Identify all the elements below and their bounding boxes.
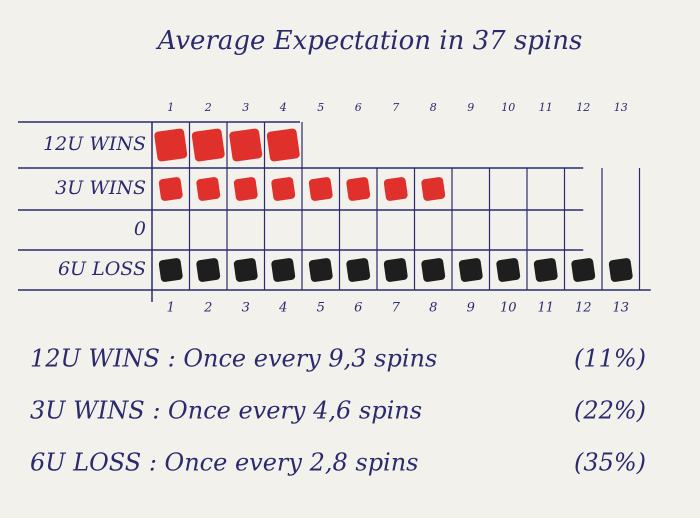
tally-mark [233, 258, 258, 282]
tally-mark [158, 258, 183, 282]
tally-mark [308, 177, 333, 201]
column-number: 4 [279, 101, 287, 114]
tally-mark [308, 258, 333, 282]
tally-mark [383, 258, 408, 282]
column-number: 8 [430, 101, 437, 114]
tally-mark [421, 177, 446, 201]
column-number: 9 [467, 101, 474, 114]
tally-mark [383, 177, 408, 201]
row-label: 0 [134, 218, 146, 240]
tally-mark [266, 128, 300, 162]
tally-mark [533, 258, 558, 282]
column-number: 6 [354, 301, 362, 316]
column-number: 3 [242, 101, 249, 114]
column-number: 6 [355, 101, 362, 114]
tally-mark [421, 258, 446, 282]
note-percent: (11%) [574, 345, 646, 373]
tally-mark [608, 258, 633, 282]
tally-mark [458, 258, 483, 282]
tally-mark [496, 258, 521, 282]
tally-mark [271, 258, 296, 282]
column-number: 5 [317, 101, 324, 114]
tally-mark [196, 258, 221, 282]
column-number: 7 [392, 301, 401, 316]
row-label: 3U WINS [55, 177, 146, 199]
column-number: 12 [575, 301, 592, 316]
column-number: 5 [317, 301, 325, 316]
column-number: 11 [537, 301, 554, 316]
row-label: 12U WINS [43, 133, 146, 155]
column-number: 7 [392, 101, 399, 114]
tally-mark [571, 258, 596, 282]
column-number: 13 [614, 101, 628, 114]
note-text: 12U WINS : Once every 9,3 spins [30, 345, 437, 373]
column-number: 10 [500, 301, 517, 316]
column-number: 12 [576, 101, 590, 114]
note-text: 6U LOSS : Once every 2,8 spins [30, 449, 419, 477]
column-number: 4 [278, 301, 287, 316]
tally-mark [271, 177, 296, 201]
column-number: 2 [203, 301, 212, 316]
column-number: 10 [501, 101, 515, 114]
tally-mark [154, 128, 188, 162]
column-number: 8 [429, 301, 437, 316]
column-number: 11 [539, 101, 553, 114]
row-label: 6U LOSS [58, 258, 146, 280]
column-number: 3 [242, 301, 250, 316]
column-number: 1 [167, 101, 174, 114]
tally-mark [191, 128, 225, 162]
tally-mark [158, 177, 183, 201]
tally-mark [346, 177, 371, 201]
tally-mark [229, 128, 263, 162]
column-number: 2 [204, 101, 212, 114]
note-percent: (35%) [574, 449, 646, 477]
tally-mark [233, 177, 258, 201]
title: Average Expectation in 37 spins [156, 26, 583, 56]
tally-mark [196, 177, 221, 201]
column-number: 13 [612, 301, 629, 316]
note-percent: (22%) [574, 397, 646, 425]
column-number: 9 [467, 301, 475, 316]
tally-mark [346, 258, 371, 282]
column-number: 1 [167, 301, 175, 316]
note-text: 3U WINS : Once every 4,6 spins [30, 397, 422, 425]
